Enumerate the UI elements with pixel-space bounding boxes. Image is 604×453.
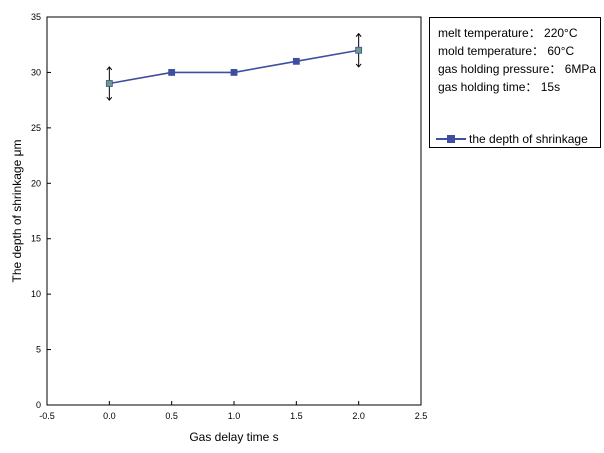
y-tick-label: 10 — [31, 289, 41, 299]
legend-note-melt-temperature: melt temperature： 220°C — [438, 26, 578, 40]
error-bar-cap-bottom — [106, 96, 113, 101]
y-tick-label: 20 — [31, 178, 41, 188]
data-point — [105, 80, 113, 87]
y-axis-ticks: 0 5 10 15 20 25 30 35 — [31, 12, 51, 410]
x-tick-label: 2.0 — [352, 411, 365, 421]
data-point — [168, 69, 176, 76]
x-tick-label: 0.0 — [103, 411, 116, 421]
x-tick-label: -0.5 — [39, 411, 55, 421]
legend-note-mold-temperature: mold temperature： 60°C — [438, 44, 575, 58]
y-tick-label: 25 — [31, 123, 41, 133]
error-bar-cap-top — [106, 66, 113, 71]
x-tick-label: 1.5 — [290, 411, 303, 421]
y-axis-label: The depth of shrinkage μm — [10, 140, 24, 283]
error-bar-cap-top — [355, 32, 362, 37]
legend-note-gas-holding-time: gas holding time： 15s — [438, 80, 561, 94]
data-point — [230, 69, 238, 76]
y-tick-label: 35 — [31, 12, 41, 22]
y-tick-label: 5 — [36, 345, 41, 355]
legend-note-gas-holding-pressure: gas holding pressure： 6MPa — [438, 62, 597, 76]
x-tick-label: 2.5 — [415, 411, 428, 421]
legend-series-label: the depth of shrinkage — [469, 132, 588, 146]
legend-series-swatch — [436, 132, 466, 146]
data-point — [292, 57, 300, 65]
y-tick-label: 30 — [31, 67, 41, 77]
error-bar-cap-bottom — [355, 63, 362, 68]
data-point — [355, 46, 363, 54]
series-layer — [105, 46, 363, 87]
legend: melt temperature： 220°C mold temperature… — [429, 17, 601, 148]
y-tick-label: 0 — [36, 400, 41, 410]
x-tick-label: 1.0 — [228, 411, 241, 421]
legend-series-item: the depth of shrinkage — [436, 132, 588, 146]
y-tick-label: 15 — [31, 234, 41, 244]
x-axis-ticks: -0.5 0.0 0.5 1.0 1.5 2.0 2.5 — [39, 401, 427, 421]
x-axis-label: Gas delay time s — [189, 430, 278, 444]
x-tick-label: 0.5 — [165, 411, 178, 421]
